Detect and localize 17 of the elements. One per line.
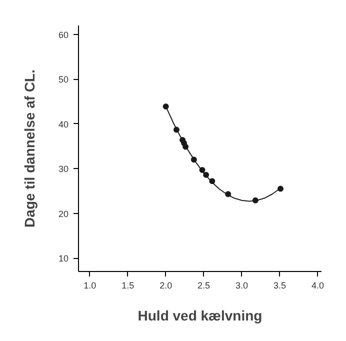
x-tick-label: 4.0: [311, 280, 324, 290]
x-tick-label: 1.0: [84, 280, 96, 290]
y-tick-label: 60: [58, 30, 69, 40]
y-tick-label: 20: [58, 208, 69, 219]
y-tick-label: 50: [58, 74, 69, 85]
y-axis-title: Dage til dannelse af CL.: [21, 70, 38, 228]
x-tick-label: 2.0: [160, 280, 172, 290]
point: [277, 186, 284, 192]
x-tick-label: 3.0: [236, 280, 248, 290]
x-tick-label: 3.5: [273, 280, 286, 290]
x-tick-label: 2.5: [198, 280, 210, 290]
y-tick-label: 40: [58, 119, 69, 130]
y-tick-label: 10: [58, 254, 69, 264]
point: [162, 103, 169, 110]
x-axis-title: Huld ved kælvning: [138, 308, 262, 324]
x-tick-label: 1.5: [122, 280, 134, 290]
y-tick-label: 30: [58, 164, 69, 174]
